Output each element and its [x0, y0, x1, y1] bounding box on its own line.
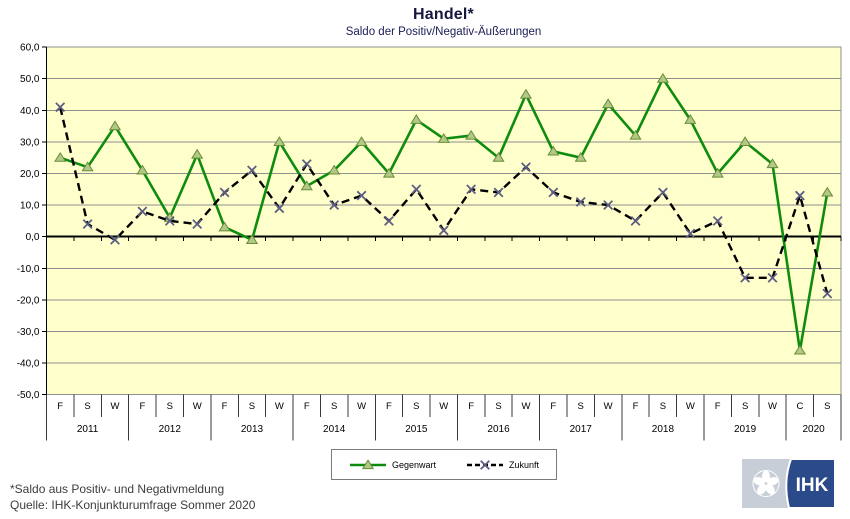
- svg-text:F: F: [222, 401, 228, 412]
- svg-text:60,0: 60,0: [20, 43, 40, 54]
- plot-area: [46, 47, 841, 395]
- x-axis: F S W 2011 F S W 2012 F S W 2013 F S W 2014 F S W 2015 F S W 20…: [46, 236, 842, 441]
- chart-canvas: 60,0 50,0 40,0 30,0 20,0 10,0 0,0 -10,0 -20,0 -30…: [17, 43, 842, 441]
- svg-text:40,0: 40,0: [20, 106, 40, 117]
- svg-text:S: S: [578, 401, 584, 412]
- svg-text:2018: 2018: [652, 424, 675, 435]
- svg-text:F: F: [139, 401, 145, 412]
- svg-text:S: S: [824, 401, 830, 412]
- svg-text:2015: 2015: [405, 424, 428, 435]
- svg-text:2017: 2017: [570, 424, 593, 435]
- svg-text:F: F: [633, 401, 639, 412]
- svg-text:F: F: [468, 401, 474, 412]
- svg-text:-40,0: -40,0: [17, 359, 40, 370]
- footnote-saldo: *Saldo aus Positiv- und Negativmeldung: [10, 482, 225, 496]
- svg-text:W: W: [686, 401, 695, 412]
- svg-text:2011: 2011: [77, 424, 99, 435]
- svg-text:2020: 2020: [802, 424, 825, 435]
- svg-text:S: S: [249, 401, 255, 412]
- svg-text:2014: 2014: [323, 424, 346, 435]
- ihk-rose-icon: [752, 470, 780, 497]
- svg-text:-10,0: -10,0: [17, 264, 40, 275]
- svg-text:S: S: [660, 401, 666, 412]
- svg-text:30,0: 30,0: [20, 137, 40, 148]
- svg-text:F: F: [386, 401, 392, 412]
- svg-text:W: W: [439, 401, 448, 412]
- svg-text:W: W: [768, 401, 777, 412]
- svg-text:2019: 2019: [734, 424, 757, 435]
- svg-text:S: S: [167, 401, 173, 412]
- svg-text:S: S: [413, 401, 419, 412]
- logo-blue-panel: [785, 458, 836, 509]
- svg-text:F: F: [550, 401, 556, 412]
- series-zukunft: [55, 102, 833, 299]
- series-gegenwart: [54, 72, 834, 355]
- svg-text:F: F: [57, 401, 63, 412]
- svg-text:-20,0: -20,0: [17, 295, 40, 306]
- svg-text:0,0: 0,0: [26, 232, 40, 243]
- legend-label-gegenwart: Gegenwart: [391, 459, 436, 470]
- y-axis: 60,0 50,0 40,0 30,0 20,0 10,0 0,0 -10,0 -20,0 -30…: [17, 43, 47, 401]
- svg-text:W: W: [521, 401, 530, 412]
- svg-text:S: S: [495, 401, 501, 412]
- svg-text:2012: 2012: [159, 424, 182, 435]
- svg-text:W: W: [604, 401, 613, 412]
- legend-item-gegenwart: Gegenwart: [349, 458, 436, 471]
- footnote-quelle: Quelle: IHK-Konjunkturumfrage Sommer 202…: [10, 498, 256, 512]
- svg-text:W: W: [193, 401, 202, 412]
- svg-text:S: S: [84, 401, 90, 412]
- svg-text:20,0: 20,0: [20, 169, 40, 180]
- svg-text:F: F: [715, 401, 721, 412]
- svg-text:50,0: 50,0: [20, 74, 40, 85]
- svg-text:W: W: [357, 401, 366, 412]
- svg-text:W: W: [111, 401, 120, 412]
- legend-item-zukunft: Zukunft: [466, 459, 539, 471]
- svg-text:S: S: [331, 401, 337, 412]
- legend-sample-gegenwart-icon: [349, 458, 386, 469]
- svg-text:2016: 2016: [487, 424, 510, 435]
- ihk-logo: IHK: [737, 451, 849, 517]
- logo-ihk-text: IHK: [796, 475, 829, 496]
- svg-text:S: S: [742, 401, 748, 412]
- svg-text:F: F: [304, 401, 310, 412]
- legend-sample-zukunft-icon: [467, 459, 503, 470]
- svg-text:-30,0: -30,0: [17, 327, 40, 338]
- chart-title: Handel*: [413, 6, 474, 23]
- svg-text:C: C: [796, 401, 803, 412]
- svg-text:2013: 2013: [241, 424, 264, 435]
- svg-text:-50,0: -50,0: [17, 390, 40, 401]
- legend: Gegenwart Zukunft: [331, 449, 557, 480]
- chart-subtitle: Saldo der Positiv/Negativ-Äußerungen: [345, 26, 542, 38]
- svg-text:W: W: [275, 401, 284, 412]
- legend-label-zukunft: Zukunft: [509, 459, 540, 470]
- svg-text:10,0: 10,0: [20, 201, 40, 212]
